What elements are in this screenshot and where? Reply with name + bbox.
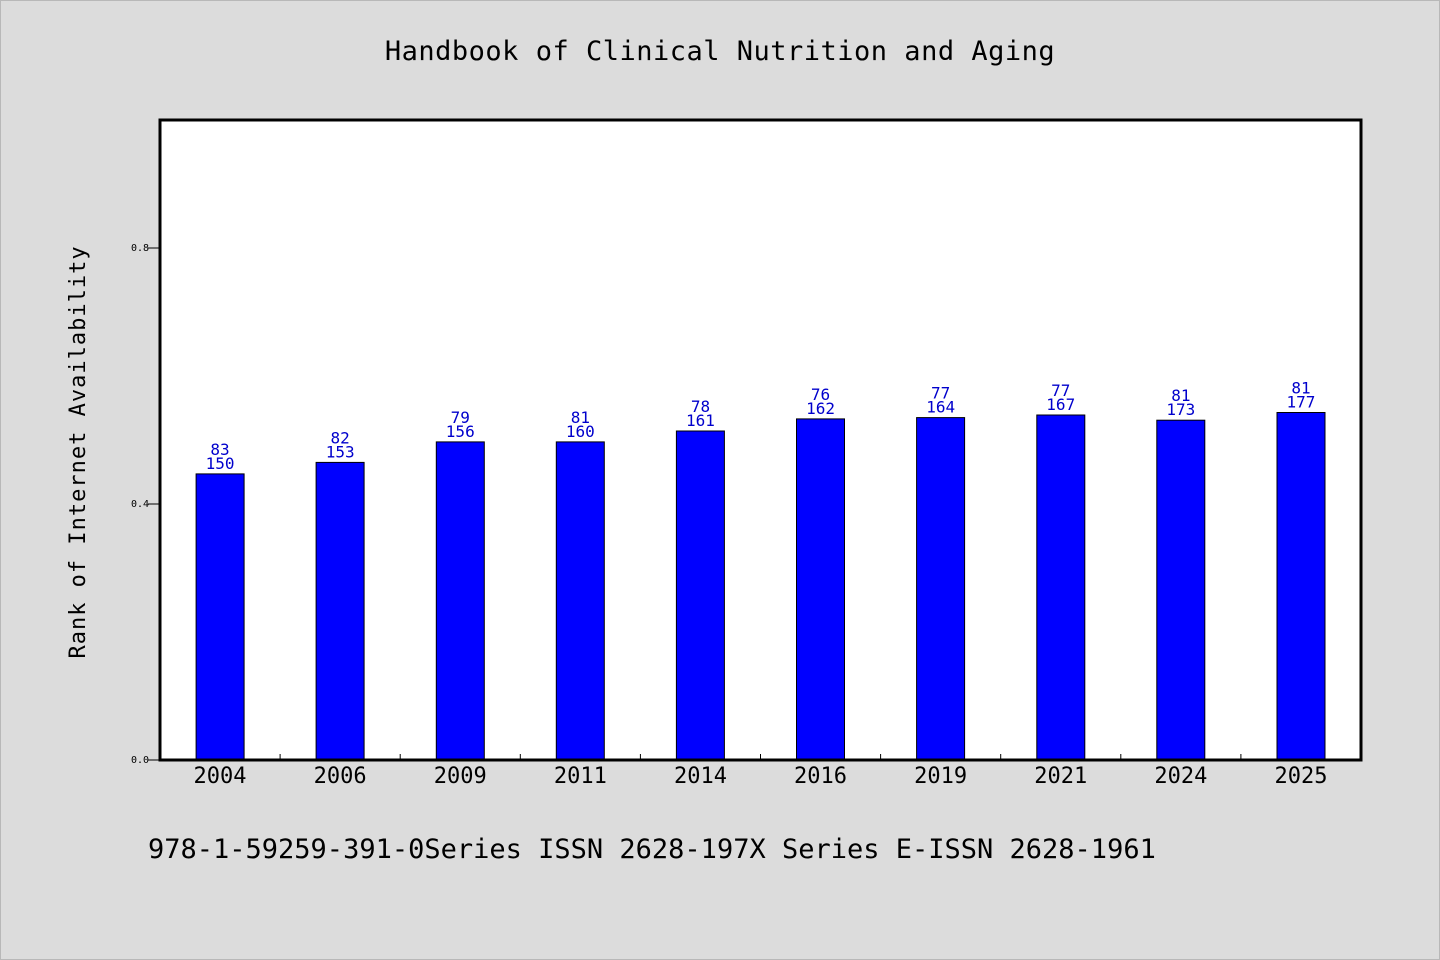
x-tick-label-2006: 2006 xyxy=(314,764,367,789)
data-label-bottom-2011: 160 xyxy=(566,422,595,441)
data-label-bottom-2021: 167 xyxy=(1046,395,1075,414)
bar-2011 xyxy=(555,441,605,761)
data-label-top-2021: 77 xyxy=(1051,381,1070,400)
x-tick-label-2016: 2016 xyxy=(794,764,847,789)
x-tick-label-2019: 2019 xyxy=(914,764,967,789)
x-tick-label-2009: 2009 xyxy=(434,764,487,789)
x-tick-label-2024: 2024 xyxy=(1154,764,1207,789)
bar-2025 xyxy=(1276,412,1326,761)
data-label-bottom-2006: 153 xyxy=(326,442,355,461)
x-tick-label-2004: 2004 xyxy=(194,764,247,789)
bar-2016 xyxy=(796,418,845,761)
chart-title: Handbook of Clinical Nutrition and Aging xyxy=(384,36,1056,67)
y-tick-label: 0.8 xyxy=(131,243,149,254)
y-ticks-layer: 0.0 0.4 0.8 xyxy=(131,243,160,766)
data-label-top-2011: 81 xyxy=(571,408,590,427)
data-label-top-2019: 77 xyxy=(931,384,950,403)
data-label-top-2009: 79 xyxy=(451,408,470,427)
bar-2009 xyxy=(435,441,485,761)
data-label-bottom-2014: 161 xyxy=(686,411,715,430)
data-label-bottom-2009: 156 xyxy=(446,422,475,441)
x-tick-label-2021: 2021 xyxy=(1034,764,1087,789)
data-label-bottom-2016: 162 xyxy=(806,399,835,418)
bar-2021 xyxy=(1036,414,1086,761)
x-tick-label-2025: 2025 xyxy=(1274,764,1327,789)
y-axis-label: Rank of Internet Availability xyxy=(66,245,91,658)
data-label-top-2014: 78 xyxy=(691,397,710,416)
data-label-top-2006: 82 xyxy=(331,428,350,447)
data-label-bottom-2019: 164 xyxy=(926,398,955,417)
y-tick-label: 0.0 xyxy=(131,755,149,766)
bar-2019 xyxy=(916,417,966,761)
plot-border xyxy=(158,118,1363,762)
bar-2006 xyxy=(315,461,365,761)
bar-2004 xyxy=(195,473,245,761)
y-tick-label: 0.4 xyxy=(131,499,149,510)
x-tick-label-2011: 2011 xyxy=(554,764,607,789)
data-label-bottom-2004: 150 xyxy=(206,454,235,473)
data-label-bottom-2024: 173 xyxy=(1166,400,1195,419)
data-label-top-2004: 83 xyxy=(210,440,229,459)
data-label-top-2025: 81 xyxy=(1291,379,1310,398)
footer-note: 978-1-59259-391-0Series ISSN 2628-197X S… xyxy=(148,834,1156,865)
x-tick-label-2014: 2014 xyxy=(674,764,727,789)
data-labels-layer: 8315082153791568116078161761627716477167… xyxy=(206,379,1316,473)
x-ticks-layer: 2004 2006 2009 2011 2014 2016 2019 2021 2024 2025 xyxy=(194,754,1327,789)
bar-2014 xyxy=(675,430,725,761)
bars-layer xyxy=(195,412,1326,761)
data-label-bottom-2025: 177 xyxy=(1286,393,1315,412)
data-label-top-2016: 76 xyxy=(811,385,830,404)
data-label-top-2024: 81 xyxy=(1171,386,1190,405)
bar-2024 xyxy=(1156,419,1206,761)
